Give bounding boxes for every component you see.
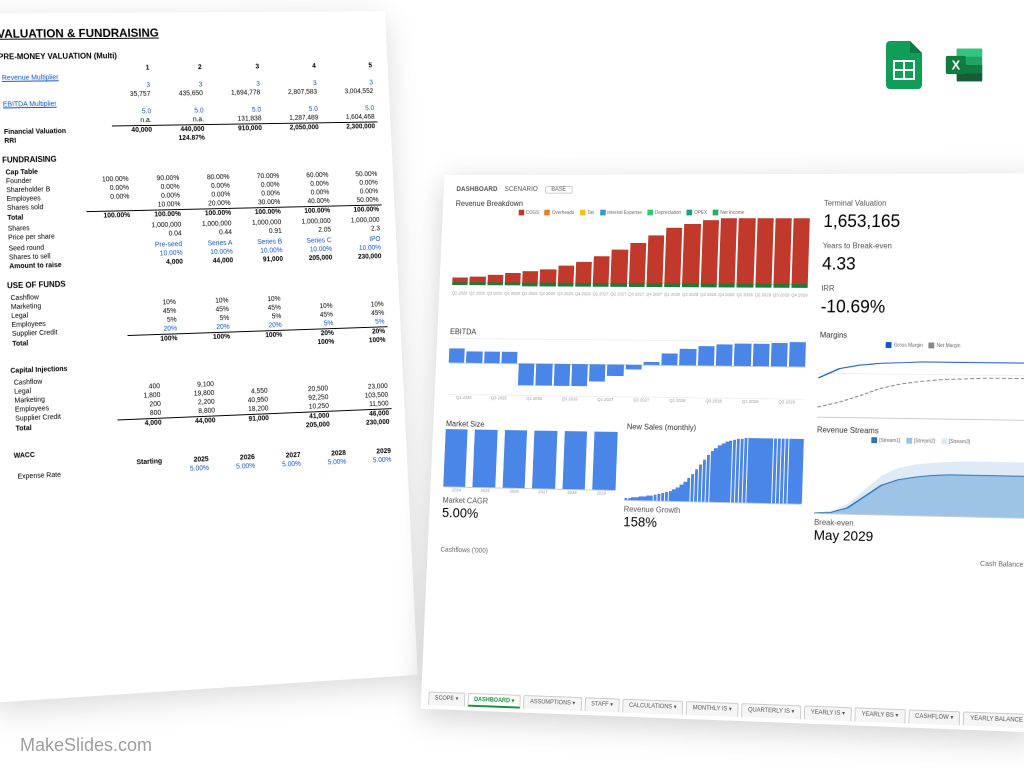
scenario-label: SCENARIO: [504, 186, 538, 193]
revenue-bar: [593, 257, 610, 284]
tab-yearly-bs[interactable]: YEARLY BS ▾: [855, 707, 906, 723]
revenue-bar: [540, 270, 556, 283]
valuation-spreadsheet: VALUATION & FUNDRAISING PRE-MONEY VALUAT…: [0, 11, 418, 702]
revenue-bar: [792, 219, 811, 285]
cap-table: Cap Table Founder100.00%90.00%80.00%70.0…: [2, 161, 384, 271]
revenue-bar: [647, 236, 665, 284]
cashflows-label: Cashflows ('000): [440, 546, 488, 554]
terminal-valuation-value: 1,653,165: [823, 211, 1024, 232]
revenue-bar: [470, 277, 486, 283]
dashboard-title: DASHBOARD: [456, 186, 497, 193]
irr-label: IRR: [821, 284, 1024, 294]
revenue-growth-value: 158%: [623, 514, 801, 534]
revenue-bar: [611, 250, 628, 283]
revenue-bar: [773, 219, 792, 285]
revenue-bar: [682, 224, 700, 283]
revenue-bar: [719, 219, 737, 284]
margins-chart: Margins Gross MarginNet Margin: [817, 331, 1024, 421]
revenue-bar: [701, 220, 719, 283]
revenue-bar: [755, 219, 774, 285]
dashboard-spreadsheet: DASHBOARD SCENARIO BASE Revenue Breakdow…: [421, 173, 1024, 732]
tab-scope[interactable]: SCOPE ▾: [428, 691, 465, 706]
pre-money-heading: PRE-MONEY VALUATION (Multi): [0, 49, 374, 61]
revenue-streams-chart: Revenue Streams [Stream1][Stream2][Strea…: [813, 426, 1024, 554]
tab-yearly-balance[interactable]: YEARLY BALANCE ▾: [963, 711, 1024, 728]
tab-dashboard[interactable]: DASHBOARD ▾: [467, 693, 521, 709]
excel-icon: X: [944, 40, 984, 90]
tab-quarterly-is[interactable]: QUARTERLY IS ▾: [741, 703, 801, 719]
revenue-bar: [557, 266, 574, 283]
terminal-valuation-label: Terminal Valuation: [824, 199, 1024, 208]
breakeven-years-label: Years to Break-even: [822, 241, 1024, 250]
tab-monthly-is[interactable]: MONTHLY IS ▾: [686, 701, 739, 717]
injections-table: CashflowLegal4009,100Marketing1,80019,80…: [11, 365, 393, 443]
ebitda-chart: EBITDA Q1 2025Q3 2025Q1 2026Q3 2026Q1 20…: [447, 327, 807, 417]
use-of-funds-table: CashflowMarketing10%10%10%Legal45%45%45%…: [7, 283, 388, 358]
new-sales-chart: New Sales (monthly) Revenue Growth 158%: [623, 423, 804, 548]
revenue-bar: [737, 219, 755, 284]
app-icons: X: [884, 40, 984, 90]
svg-text:X: X: [952, 58, 961, 73]
tab-yearly-is[interactable]: YEARLY IS ▾: [804, 705, 852, 721]
google-sheets-icon: [884, 40, 924, 90]
sheet-tabs: SCOPE ▾DASHBOARD ▾ASSUMPTIONS ▾STAFF ▾CA…: [428, 691, 1024, 728]
revenue-bar: [629, 243, 647, 283]
revenue-bar: [575, 262, 592, 283]
breakeven-years-value: 4.33: [822, 254, 1024, 275]
tab-calculations[interactable]: CALCULATIONS ▾: [622, 699, 683, 715]
pre-money-table: 12345Revenue Multiplier3333335,757435,65…: [0, 62, 378, 146]
cash-balance-label: Cash Balance: [980, 560, 1023, 568]
revenue-breakdown-chart: Revenue Breakdown COGSOverheadsTaxIntere…: [451, 199, 811, 323]
revenue-bar: [522, 271, 538, 282]
revenue-bar: [452, 278, 468, 283]
key-metrics: Terminal Valuation 1,653,165 Years to Br…: [820, 199, 1024, 325]
tab-staff[interactable]: STAFF ▾: [584, 697, 620, 712]
tab-assumptions[interactable]: ASSUMPTIONS ▾: [523, 695, 582, 711]
revenue-bar: [664, 228, 682, 284]
tab-cashflow[interactable]: CASHFLOW ▾: [908, 709, 960, 725]
market-cagr-value: 5.00%: [442, 505, 615, 524]
sheet-title: VALUATION & FUNDRAISING: [0, 25, 373, 41]
watermark: MakeSlides.com: [20, 735, 152, 756]
scenario-dropdown[interactable]: BASE: [545, 186, 573, 194]
dashboard-header: DASHBOARD SCENARIO BASE: [456, 185, 1024, 194]
revenue-bar: [487, 275, 503, 283]
market-size-chart: Market Size 202420252026202720282029 Mar…: [441, 420, 618, 543]
irr-value: -10.69%: [820, 297, 1024, 319]
revenue-bar: [505, 273, 521, 283]
